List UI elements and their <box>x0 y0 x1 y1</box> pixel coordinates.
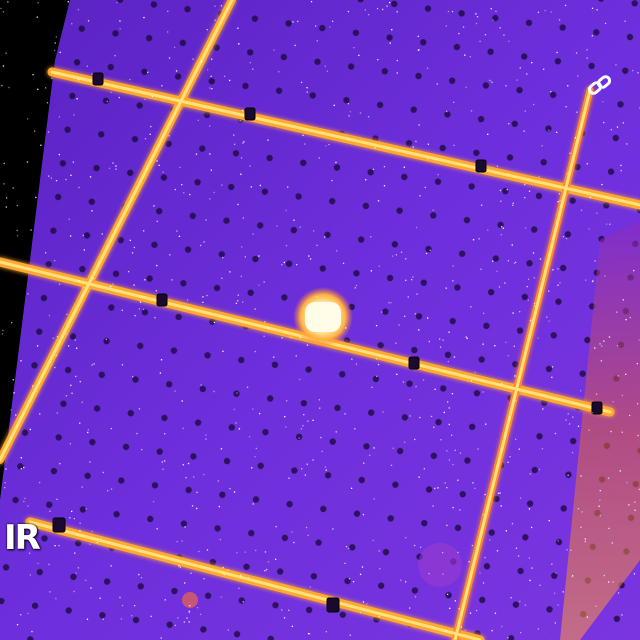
hotspot-core <box>305 302 341 332</box>
panel-edge-strip <box>560 220 640 640</box>
frame-clips <box>52 72 603 613</box>
warm-spot-small <box>182 592 198 608</box>
warm-spot <box>418 543 462 587</box>
ir-mode-label: IR <box>4 518 41 558</box>
link-icon[interactable] <box>586 72 614 100</box>
